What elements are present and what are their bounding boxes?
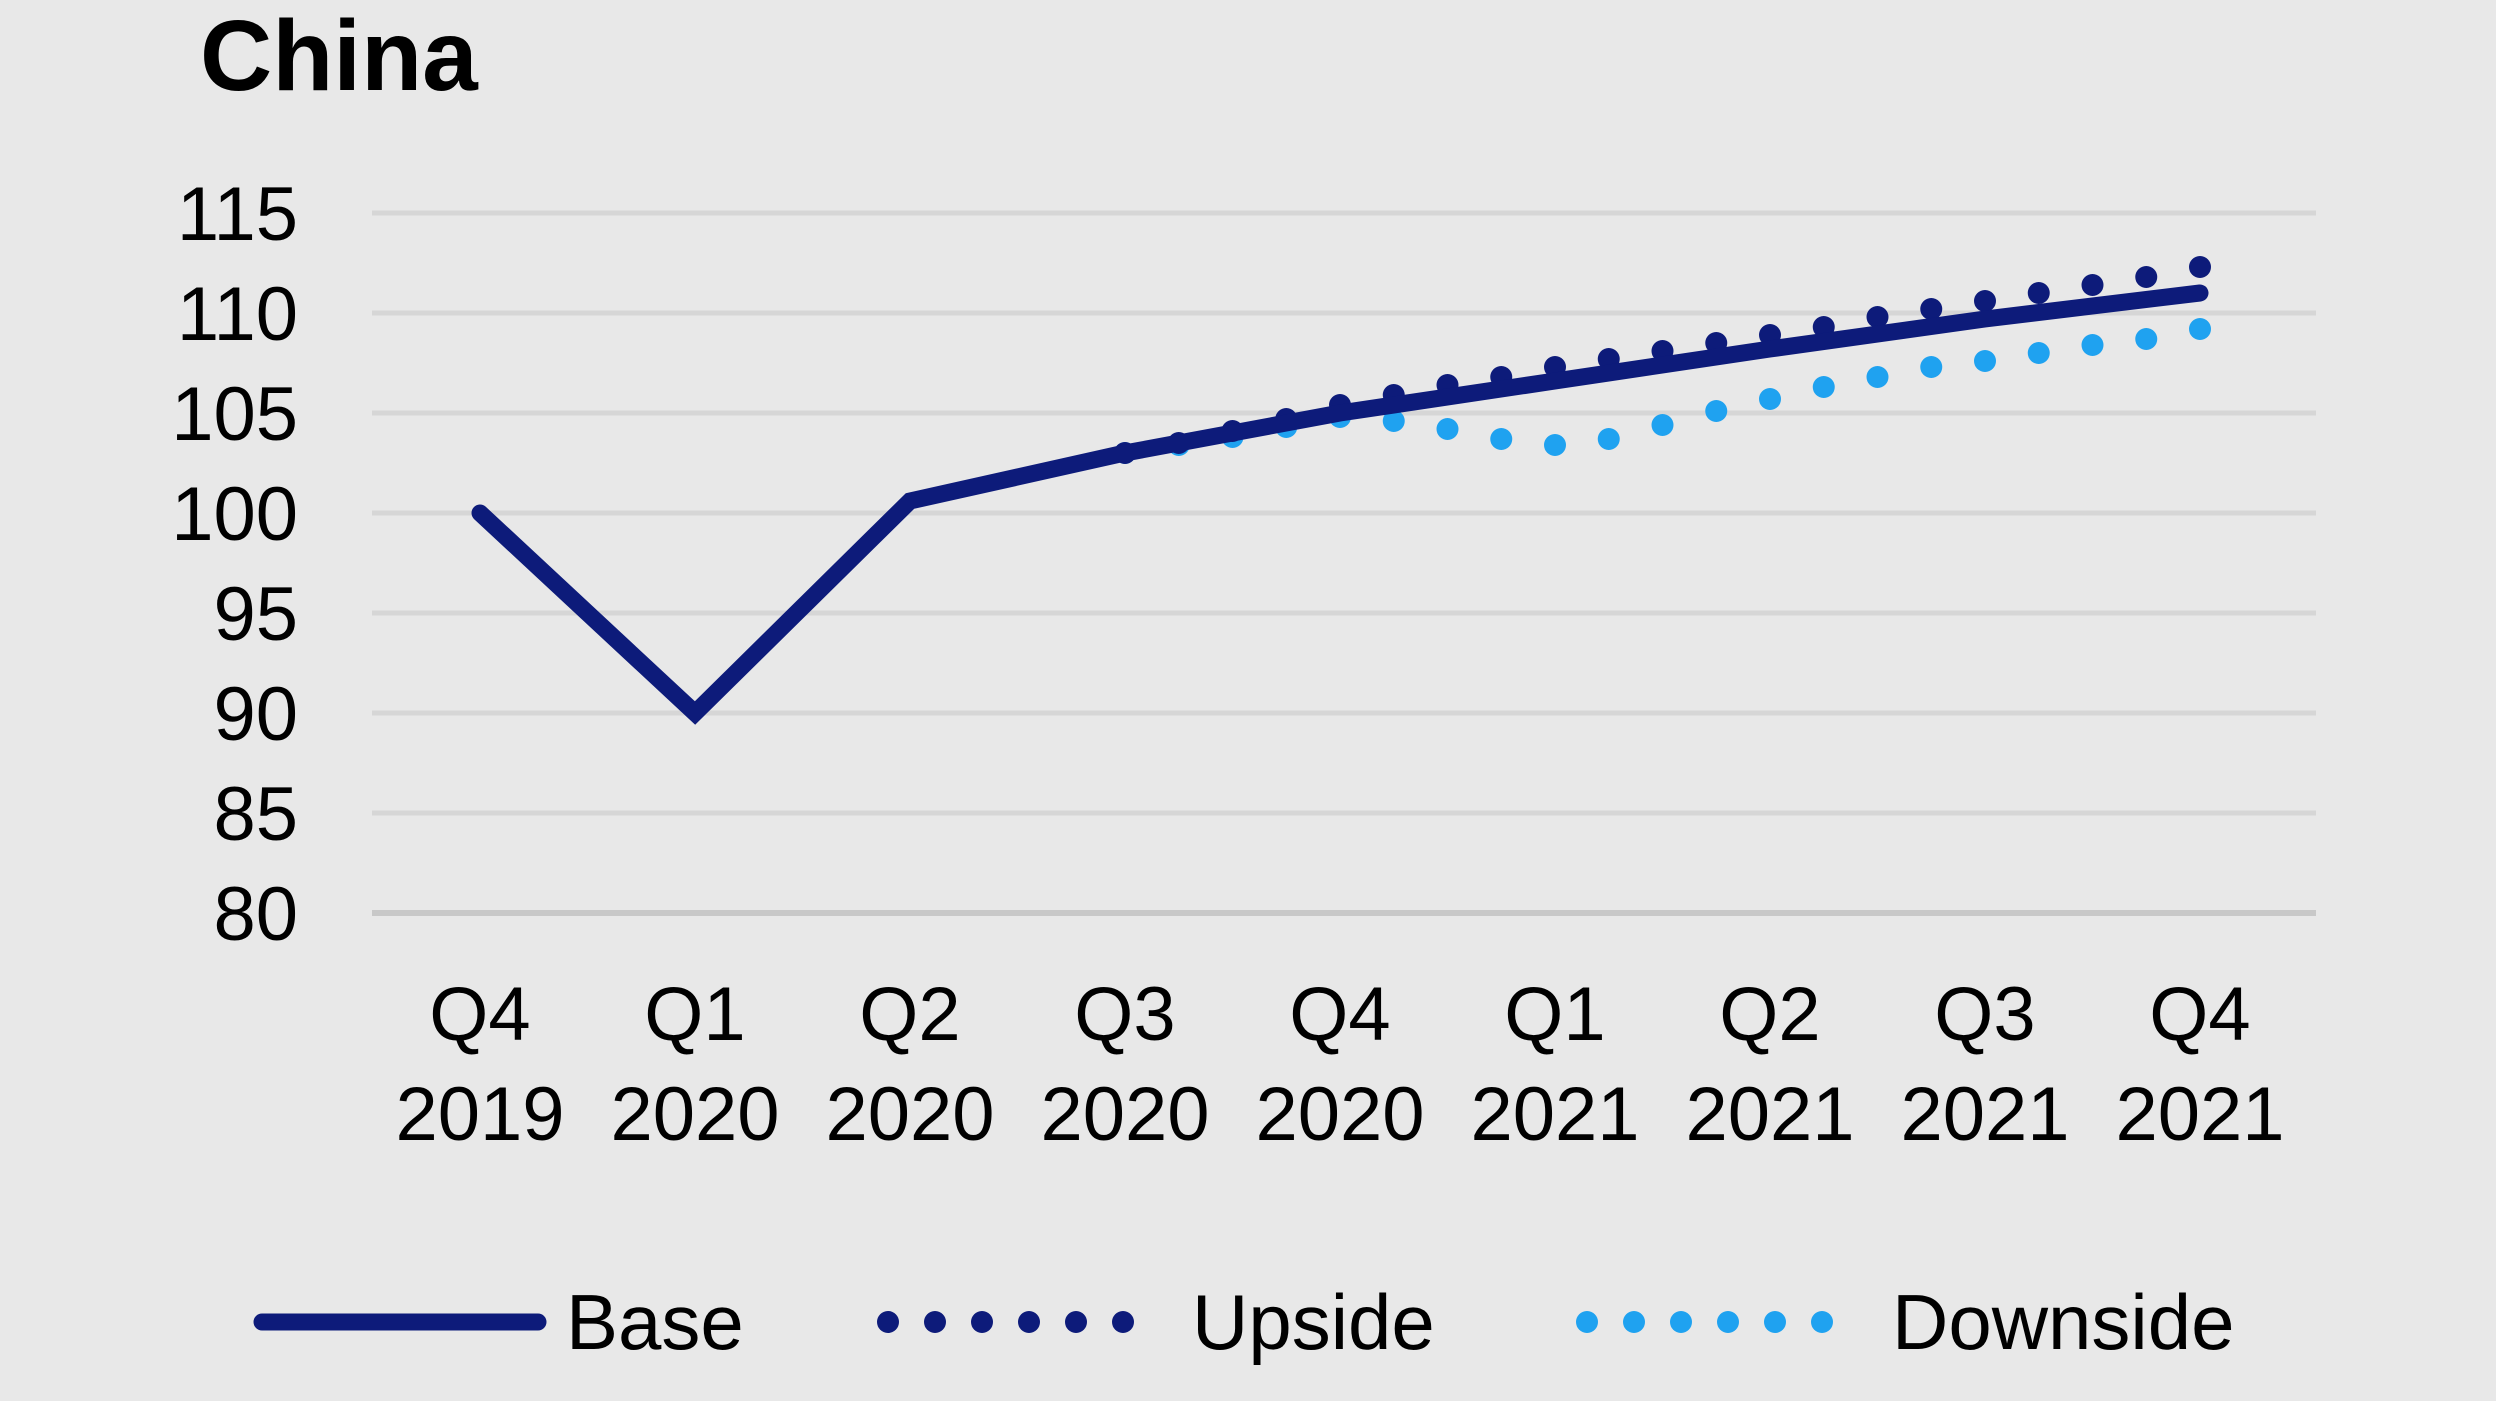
legend-swatch-upside-dot-2 (971, 1311, 993, 1333)
point-downside-6 (1436, 418, 1459, 440)
x-tick-quarter-8: Q4 (2149, 972, 2250, 1057)
point-upside-17 (2027, 282, 2050, 304)
y-tick-label-105: 105 (171, 372, 298, 457)
point-downside-13 (1812, 376, 1835, 398)
point-downside-17 (2027, 342, 2050, 364)
x-tick-year-2: 2020 (825, 1072, 994, 1157)
x-tick-quarter-5: Q1 (1504, 972, 1605, 1057)
legend-swatch-downside-dot-4 (1764, 1311, 1786, 1333)
point-downside-16 (1974, 350, 1996, 372)
x-axis-ticks: Q4 2019 Q1 2020 Q2 2020 Q3 2020 Q4 2020 Q1 2021 Q2 20… (395, 972, 2284, 1157)
point-downside-14 (1866, 366, 1889, 388)
y-tick-label-110: 110 (177, 272, 298, 357)
x-tick-year-5: 2021 (1470, 1072, 1639, 1157)
x-tick-quarter-7: Q3 (1934, 972, 2035, 1057)
point-downside-8 (1544, 434, 1566, 456)
series-line-base (471, 284, 2209, 725)
y-tick-label-90: 90 (213, 672, 298, 757)
legend-swatch-downside-dot-0 (1576, 1311, 1598, 1333)
y-axis-ticks: 115 110 105 100 95 90 85 80 (171, 172, 298, 957)
x-tick-year-6: 2021 (1685, 1072, 1854, 1157)
point-upside-19 (2135, 266, 2158, 288)
point-downside-7 (1490, 428, 1513, 450)
x-tick-year-7: 2021 (1900, 1072, 2069, 1157)
point-downside-5 (1382, 410, 1405, 432)
y-tick-label-100: 100 (171, 472, 298, 557)
legend-swatch-downside-dot-2 (1670, 1311, 1692, 1333)
point-downside-10 (1651, 414, 1674, 436)
point-upside-14 (1866, 306, 1889, 328)
point-downside-11 (1705, 400, 1728, 422)
point-upside-15 (1920, 298, 1943, 320)
legend-swatch-downside-dot-5 (1811, 1311, 1833, 1333)
y-tick-label-85: 85 (213, 772, 298, 857)
point-upside-18 (2081, 274, 2104, 296)
legend: Base Upside Downside (253, 1278, 2235, 1366)
x-tick-year-0: 2019 (395, 1072, 564, 1157)
legend-swatch-downside-dot-1 (1623, 1311, 1645, 1333)
y-tick-label-115: 115 (177, 172, 298, 257)
point-downside-12 (1759, 388, 1781, 410)
x-tick-year-1: 2020 (610, 1072, 779, 1157)
x-tick-quarter-4: Q4 (1289, 972, 1390, 1057)
legend-swatch-downside-dot-3 (1717, 1311, 1739, 1333)
x-tick-quarter-1: Q1 (644, 972, 745, 1057)
point-downside-9 (1597, 428, 1620, 450)
plot-area (471, 256, 2211, 725)
legend-swatch-upside-dot-0 (877, 1311, 899, 1333)
y-tick-label-95: 95 (213, 572, 298, 657)
x-tick-year-4: 2020 (1255, 1072, 1424, 1157)
x-tick-quarter-2: Q2 (859, 972, 960, 1057)
legend-swatch-upside-dot-1 (924, 1311, 946, 1333)
legend-label-upside: Upside (1192, 1278, 1435, 1366)
x-tick-quarter-3: Q3 (1074, 972, 1175, 1057)
point-downside-20 (2189, 318, 2211, 340)
x-tick-year-8: 2021 (2115, 1072, 2284, 1157)
x-tick-year-3: 2020 (1040, 1072, 1209, 1157)
y-tick-label-80: 80 (213, 872, 298, 957)
chart-title: China (200, 0, 479, 112)
legend-swatch-upside-dot-3 (1018, 1311, 1040, 1333)
legend-label-base: Base (566, 1278, 744, 1366)
point-downside-15 (1920, 356, 1943, 378)
x-tick-quarter-6: Q2 (1719, 972, 1820, 1057)
legend-label-downside: Downside (1892, 1278, 2235, 1366)
point-upside-16 (1974, 290, 1996, 312)
point-downside-18 (2081, 334, 2104, 356)
point-upside-20 (2189, 256, 2211, 278)
legend-swatch-upside-dot-5 (1112, 1311, 1134, 1333)
point-downside-19 (2135, 328, 2158, 350)
x-tick-quarter-0: Q4 (429, 972, 530, 1057)
legend-swatch-upside-dot-4 (1065, 1311, 1087, 1333)
